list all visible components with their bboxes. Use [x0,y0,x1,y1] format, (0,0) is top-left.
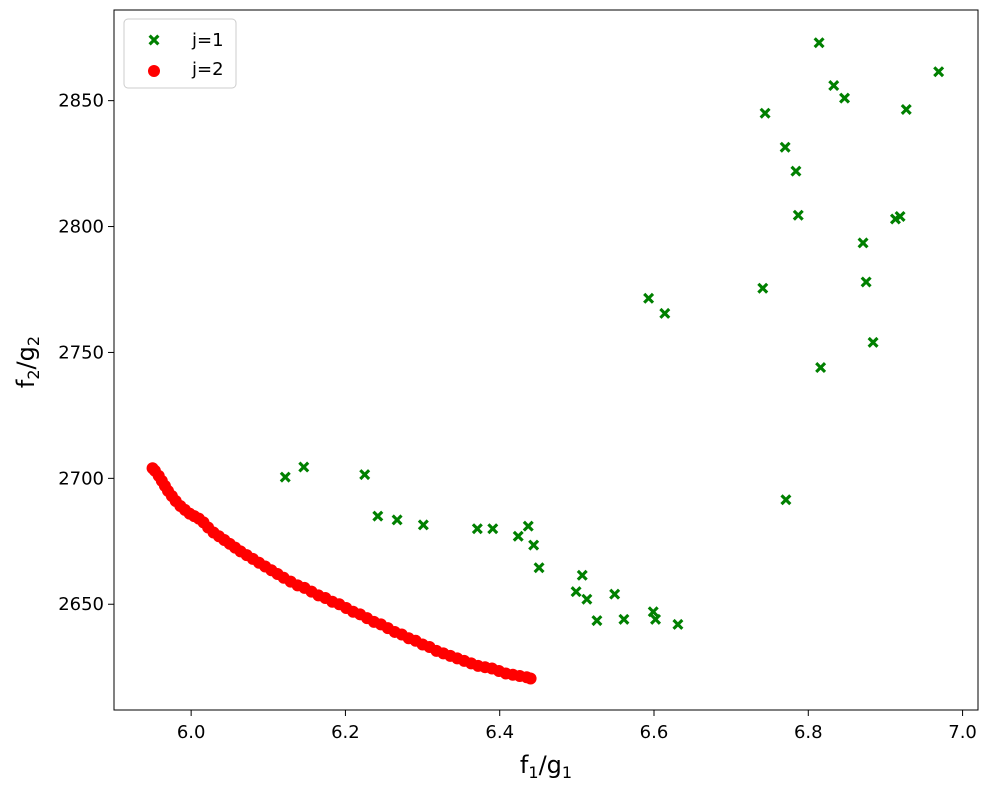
series-j1-point [417,519,429,531]
series-j1-point [813,37,825,49]
series-j1-point [790,165,802,177]
series-j1-point [570,586,582,598]
y-tick-label: 2700 [58,468,104,489]
series-j1-point [609,588,621,600]
series-j1-point [900,103,912,115]
x-tick-label: 6.8 [794,722,823,743]
series-j1-point [581,593,593,605]
legend-label-j1: j=1 [191,30,224,51]
series-j1-point [828,80,840,92]
svg-text:f2/g2: f2/g2 [12,336,43,388]
series-j1-point [650,613,662,625]
y-tick-label: 2850 [58,91,104,112]
series-j1-point [618,613,630,625]
series-j2-point [524,672,537,685]
series-j1-point [647,606,659,618]
series-j1-point [279,471,291,483]
series-j1-point [894,210,906,222]
series-j1-point [512,530,524,542]
y-axis-label: f2/g2 [12,336,43,388]
x-tick-label: 6.2 [331,722,360,743]
series-j1-point [815,362,827,374]
series-j1-point [528,539,540,551]
y-tick-label: 2750 [58,342,104,363]
series-j1-point [359,469,371,481]
x-tick-label: 7.0 [948,722,977,743]
series-j1-point [471,523,483,535]
series-j1-point [792,209,804,221]
series-j1-point [867,336,879,348]
series-j1-point [522,520,534,532]
series-j1-point [757,282,769,294]
series-j1-point [759,107,771,119]
series-j1-point [857,237,869,249]
legend-x-marker [148,34,160,46]
legend: j=1 j=2 [123,18,237,89]
svg-text:f1/g1: f1/g1 [520,751,572,782]
series-j1-point [643,292,655,304]
series-j1-point [780,494,792,506]
y-tick-label: 2650 [58,594,104,615]
series-j1-point [659,307,671,319]
series-j1-point [672,618,684,630]
series-j1-point [372,510,384,522]
x-tick-label: 6.6 [640,722,669,743]
y-tick-label: 2800 [58,217,104,238]
x-tick-label: 6.0 [177,722,206,743]
plot-area-frame [113,9,979,711]
series-j1-point [591,615,603,627]
series-j1-point [298,461,310,473]
series-j1-point [933,66,945,78]
axes: 6.0 6.2 6.4 6.6 6.8 7.0 2650 2700 2750 2800 2850 [58,91,977,743]
series-j1-point [860,276,872,288]
legend-marker-j1 [148,34,160,46]
series-j1-point [487,523,499,535]
legend-marker-j2 [148,65,160,77]
data-points [146,37,945,685]
x-tick-label: 6.4 [485,722,514,743]
series-j1-point [779,141,791,153]
x-axis-label: f1/g1 [520,751,572,782]
series-j1-point [391,514,403,526]
series-j1-point [576,569,588,581]
legend-label-j2: j=2 [191,59,224,80]
series-j1-point [839,92,851,104]
series-j1-point [533,562,545,574]
